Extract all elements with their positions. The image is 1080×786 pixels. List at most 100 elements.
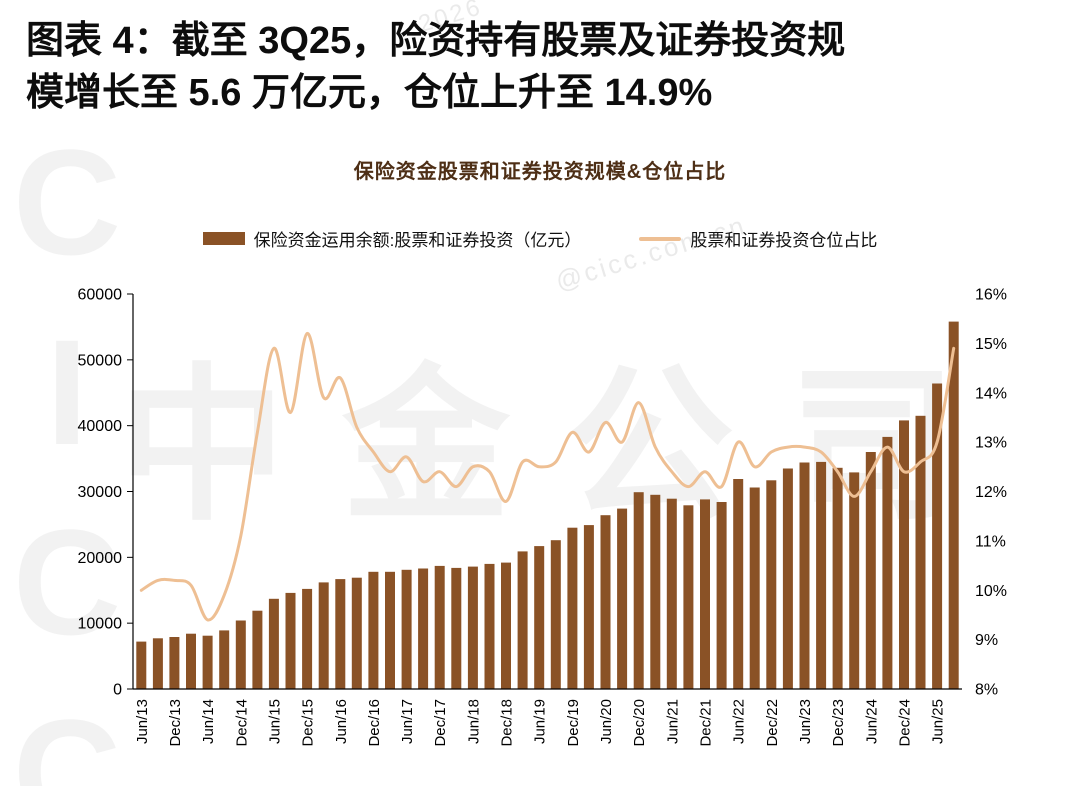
bar <box>186 634 196 690</box>
bar <box>302 589 313 690</box>
x-axis-label: Dec/16 <box>366 699 383 747</box>
x-axis-label: Dec/15 <box>300 699 317 747</box>
x-axis-label: Jun/19 <box>532 699 549 744</box>
bar <box>899 420 909 690</box>
y-axis-left-label: 40000 <box>78 419 123 436</box>
x-axis-label: Jun/16 <box>333 699 350 744</box>
bar <box>733 479 744 690</box>
chart-legend: 保险资金运用余额:股票和证券投资（亿元） 股票和证券投资仓位占比 <box>0 226 1080 251</box>
x-axis-label: Jun/17 <box>399 699 416 744</box>
bar <box>749 487 760 690</box>
x-axis-label: Jun/24 <box>863 699 880 744</box>
bar <box>583 525 594 690</box>
bar <box>136 641 147 690</box>
x-axis-label: Dec/17 <box>432 699 449 747</box>
x-axis-label: Jun/14 <box>200 699 217 744</box>
x-axis-label: Jun/18 <box>465 699 482 744</box>
bar <box>882 437 893 690</box>
bar <box>650 495 661 690</box>
bar <box>318 582 329 690</box>
bar <box>152 638 163 690</box>
y-axis-right-label: 10% <box>975 583 1007 600</box>
bar <box>351 578 362 690</box>
x-axis-label: Jun/22 <box>731 699 748 744</box>
x-axis-label: Dec/23 <box>830 699 847 747</box>
bar <box>865 452 876 690</box>
y-axis-left-label: 10000 <box>78 616 123 633</box>
figure-title-line2: 模增长至 5.6 万亿元，仓位上升至 14.9% <box>26 71 713 114</box>
legend-bar-label: 保险资金运用余额:股票和证券投资（亿元） <box>253 231 582 251</box>
bar <box>766 480 777 690</box>
bar <box>617 508 628 690</box>
y-axis-right-label: 11% <box>975 534 1006 551</box>
x-axis-label: Dec/22 <box>764 699 781 747</box>
y-axis-left-label: 30000 <box>78 484 123 501</box>
bar <box>600 515 611 690</box>
y-axis-left-label: 20000 <box>78 550 123 567</box>
bar <box>385 572 395 690</box>
x-axis-label: Jun/23 <box>797 699 814 744</box>
bar <box>202 636 213 690</box>
x-axis-label: Jun/13 <box>134 699 151 744</box>
y-axis-left-label: 0 <box>113 682 122 699</box>
y-axis-right-label: 8% <box>975 682 998 699</box>
x-axis-label: Jun/25 <box>930 699 947 744</box>
bar <box>948 321 959 690</box>
bar <box>716 502 727 690</box>
figure-title-line1: 图表 4：截至 3Q25，险资持有股票及证券投资规 <box>26 20 846 62</box>
combo-chart: 0 10000 20000 30000 40000 50000 60000 8% 9% 10% 11… <box>78 287 1008 747</box>
bar <box>368 572 379 690</box>
bar <box>219 630 230 690</box>
bar <box>401 570 412 690</box>
position-ratio-line <box>139 332 956 622</box>
bar <box>451 568 462 690</box>
bar <box>418 568 429 690</box>
x-axis-label: Dec/20 <box>631 699 648 747</box>
bar <box>235 620 246 690</box>
bar <box>799 462 810 690</box>
x-axis-label: Jun/15 <box>266 699 283 744</box>
x-axis-label: Dec/21 <box>698 699 715 747</box>
y-axis-right-label: 14% <box>975 386 1007 403</box>
x-axis-label: Dec/13 <box>167 699 184 747</box>
bar <box>782 468 793 690</box>
bar <box>467 566 478 690</box>
bar <box>434 566 445 690</box>
legend-line-label: 股票和证券投资仓位占比 <box>690 231 878 251</box>
x-axis-label: Dec/14 <box>233 699 250 747</box>
y-axis-left-label: 50000 <box>78 353 123 370</box>
x-axis-label: Dec/18 <box>499 699 516 747</box>
legend-bar-series: 保险资金运用余额:股票和证券投资（亿元） <box>202 226 582 251</box>
y-axis-right-label: 12% <box>975 484 1007 501</box>
bar <box>169 637 180 690</box>
x-axis-label: Dec/24 <box>896 699 913 747</box>
bar <box>832 468 843 690</box>
bar <box>285 593 296 690</box>
bar <box>484 564 495 690</box>
bar <box>849 472 860 690</box>
bar <box>683 505 694 690</box>
bar <box>252 611 263 690</box>
y-axis-left-label: 60000 <box>78 287 123 304</box>
bar <box>816 462 827 690</box>
y-axis-right-label: 9% <box>975 632 998 649</box>
x-axis-label: Jun/20 <box>598 699 615 744</box>
bar <box>335 579 346 690</box>
x-axis-label: Dec/19 <box>565 699 582 747</box>
bar <box>700 499 710 690</box>
y-axis-right-label: 15% <box>975 336 1007 353</box>
bar <box>932 383 943 690</box>
figure-title: 图表 4：截至 3Q25，险资持有股票及证券投资规 模增长至 5.6 万亿元，仓… <box>0 0 1080 119</box>
bar <box>517 551 528 690</box>
bar <box>550 540 561 690</box>
bar <box>915 416 926 690</box>
y-axis-right-label: 13% <box>975 435 1007 452</box>
bar <box>501 562 511 690</box>
y-axis-right-label: 16% <box>975 287 1007 304</box>
legend-line-series: 股票和证券投资仓位占比 <box>639 226 877 251</box>
chart-title: 保险资金股票和证券投资规模&仓位占比 <box>353 161 727 184</box>
legend-line-swatch <box>639 236 682 241</box>
bar <box>268 599 279 690</box>
